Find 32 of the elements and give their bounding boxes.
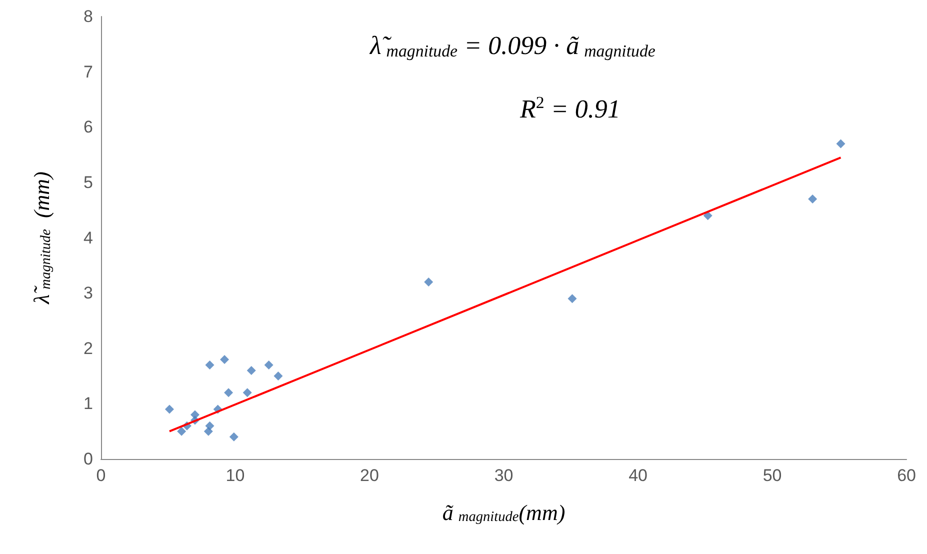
x-tick-label: 60 [897, 466, 916, 485]
y-tick-label: 2 [84, 338, 93, 358]
y-tick-label: 3 [84, 284, 93, 303]
x-tick-label: 20 [360, 466, 379, 485]
x-tick-label: 50 [762, 466, 782, 485]
point [246, 366, 256, 375]
x-tick-label: 30 [494, 466, 514, 485]
y-tick-label: 8 [84, 7, 93, 26]
y-axis-title: λ̃magnitude (mm) [29, 172, 54, 305]
point [808, 194, 818, 204]
point [204, 426, 213, 436]
x-tick-label: 10 [226, 466, 245, 485]
point [836, 139, 846, 148]
y-tick-label: 7 [84, 62, 93, 82]
y-tick-label: 5 [84, 172, 93, 192]
point [424, 278, 434, 286]
y-tick-label: 6 [84, 118, 93, 137]
x-tick-label: 40 [628, 466, 648, 485]
point [274, 372, 283, 381]
point [164, 404, 174, 414]
point [220, 354, 230, 364]
point [242, 388, 252, 398]
y-tick-label: 0 [84, 450, 93, 468]
y-tick-label: 1 [84, 394, 93, 414]
point [205, 360, 214, 370]
point [568, 294, 577, 304]
y-tick-label: 4 [84, 228, 93, 248]
point [224, 388, 234, 398]
point [264, 360, 274, 370]
point [229, 432, 238, 442]
point [177, 426, 186, 436]
x-tick-label: 0 [96, 466, 106, 485]
